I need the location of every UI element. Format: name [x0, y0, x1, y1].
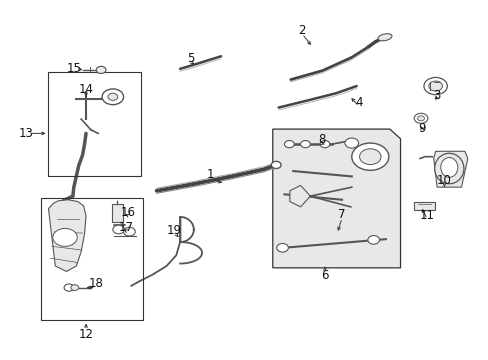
- Text: 9: 9: [418, 122, 426, 135]
- Polygon shape: [289, 185, 310, 207]
- Circle shape: [123, 227, 135, 236]
- Circle shape: [113, 225, 124, 234]
- Text: 2: 2: [298, 24, 305, 37]
- Circle shape: [359, 149, 380, 165]
- Text: 8: 8: [317, 133, 325, 146]
- Text: 15: 15: [66, 62, 81, 75]
- Text: 7: 7: [338, 208, 345, 221]
- Text: 19: 19: [166, 224, 181, 237]
- Circle shape: [71, 285, 79, 291]
- Bar: [48, 72, 141, 176]
- Ellipse shape: [434, 153, 463, 184]
- Polygon shape: [272, 129, 400, 268]
- Text: 6: 6: [321, 269, 328, 282]
- Text: 1: 1: [206, 168, 214, 181]
- Circle shape: [344, 138, 358, 148]
- Circle shape: [300, 140, 310, 148]
- Text: 12: 12: [79, 328, 93, 341]
- Circle shape: [96, 66, 106, 73]
- Text: 17: 17: [119, 221, 134, 234]
- Text: 13: 13: [19, 127, 33, 140]
- Text: 11: 11: [419, 210, 434, 222]
- Circle shape: [423, 77, 447, 95]
- Polygon shape: [48, 200, 86, 271]
- Text: 5: 5: [187, 51, 194, 64]
- Circle shape: [276, 243, 288, 252]
- Ellipse shape: [377, 34, 391, 41]
- Text: 14: 14: [79, 83, 93, 96]
- Circle shape: [102, 89, 123, 105]
- Circle shape: [417, 116, 424, 121]
- Circle shape: [320, 140, 329, 148]
- Text: 16: 16: [121, 206, 136, 219]
- Circle shape: [428, 81, 442, 91]
- Circle shape: [53, 228, 77, 246]
- Circle shape: [271, 161, 281, 168]
- Circle shape: [351, 143, 388, 170]
- Ellipse shape: [440, 158, 457, 177]
- Text: 18: 18: [88, 278, 103, 291]
- Circle shape: [367, 235, 379, 244]
- Circle shape: [108, 93, 118, 100]
- Text: 3: 3: [432, 89, 440, 102]
- Circle shape: [64, 284, 74, 291]
- Bar: [112, 204, 122, 222]
- Text: 4: 4: [355, 96, 362, 109]
- Circle shape: [284, 140, 294, 148]
- Polygon shape: [433, 151, 467, 187]
- Text: 10: 10: [436, 174, 451, 186]
- Bar: [41, 198, 143, 320]
- Circle shape: [413, 113, 427, 123]
- Bar: [413, 202, 434, 210]
